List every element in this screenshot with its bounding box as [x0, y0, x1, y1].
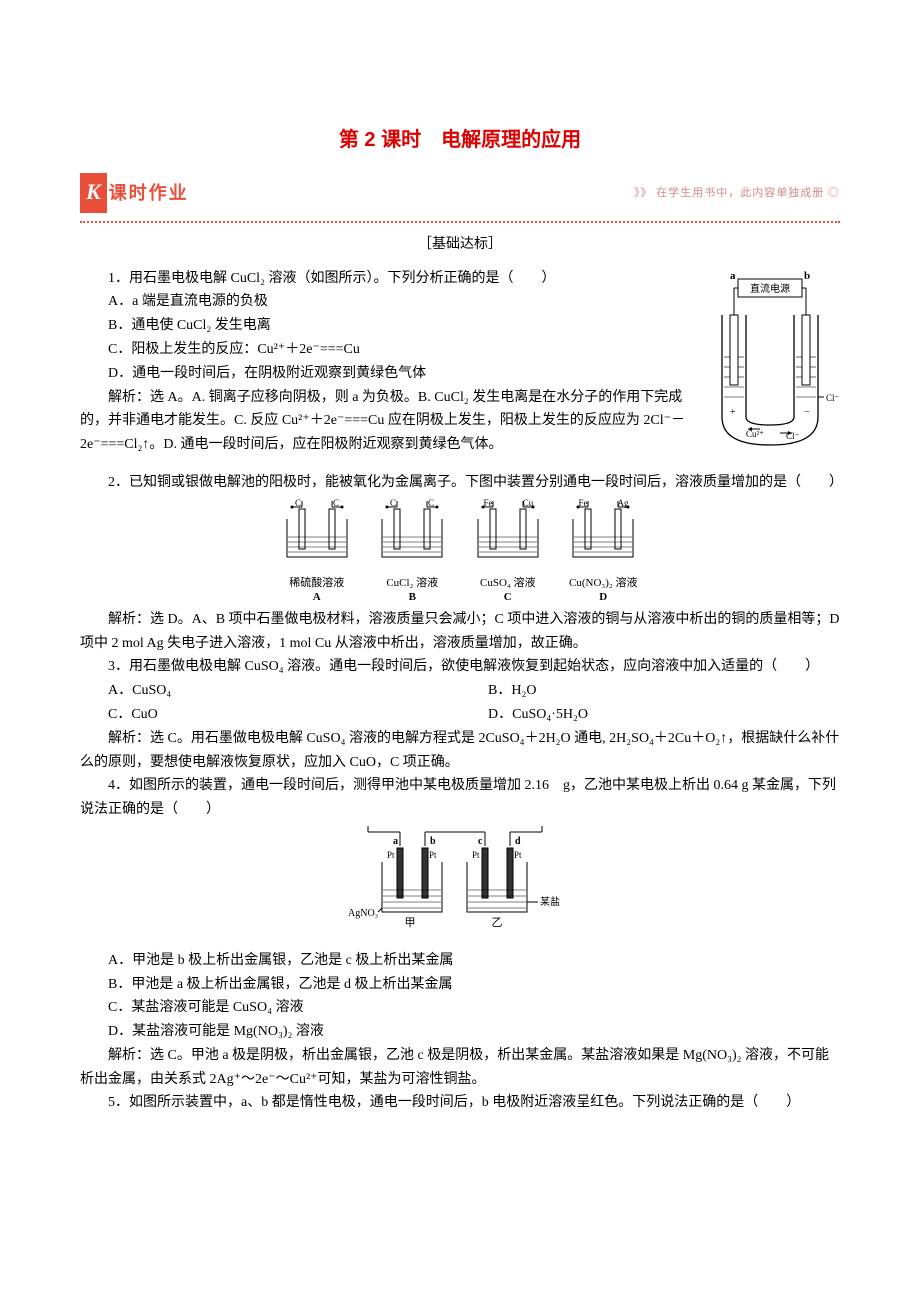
- svg-text:Pt: Pt: [514, 850, 522, 860]
- svg-text:Pt: Pt: [429, 850, 437, 860]
- power-label: 直流电源: [750, 282, 790, 295]
- svg-text:C: C: [390, 499, 396, 508]
- q3-options: A．CuSO₄ C．CuO B．H₂O D．CuSO₄·5H₂O: [80, 679, 840, 727]
- svg-text:−: −: [804, 407, 810, 418]
- svg-text:d: d: [515, 836, 521, 847]
- beaker-d: Fe Ag Cu(NO₃)₂ 溶液 D: [563, 499, 643, 604]
- svg-text:C: C: [295, 499, 301, 508]
- svg-text:C: C: [333, 499, 339, 508]
- terminal-b-label: b: [804, 270, 810, 282]
- q2-diagram-row: C C 稀硫酸溶液 A C C CuCl₂ 溶液: [80, 499, 840, 604]
- beaker-c-sol: CuSO₄ 溶液: [468, 577, 548, 590]
- beaker-a: C C 稀硫酸溶液 A: [277, 499, 357, 604]
- dotted-divider: [80, 221, 840, 223]
- svg-text:乙: 乙: [492, 916, 503, 929]
- q1-diagram: 直流电源 a b: [700, 267, 840, 466]
- svg-text:Fe: Fe: [483, 499, 492, 508]
- k-badge: K: [80, 173, 107, 212]
- svg-text:甲: 甲: [405, 917, 416, 929]
- q2-stem: 2．已知铜或银做电解池的阳极时，能被氧化为金属离子。下图中装置分别通电一段时间后…: [80, 471, 840, 495]
- q3-option-c: C．CuO: [80, 703, 460, 727]
- q3-option-b: B．H₂O: [460, 679, 840, 703]
- q2-explain: 解析：选 D。A、B 项中石墨做电极材料，溶液质量只会减小；C 项中进入溶液的铜…: [80, 608, 840, 656]
- svg-text:AgNO₃: AgNO₃: [348, 908, 378, 919]
- beaker-a-sol: 稀硫酸溶液: [277, 577, 357, 590]
- q4-option-b: B．甲池是 a 极上析出金属银，乙池是 d 极上析出某金属: [80, 973, 840, 997]
- q4-diagram: a b c d Pt Pt Pt Pt AgNO₃ 甲 某盐 乙: [80, 826, 840, 945]
- q4-stem: 4．如图所示的装置，通电一段时间后，测得甲池中某电极质量增加 2.16 g，乙池…: [80, 774, 840, 822]
- svg-text:+: +: [730, 407, 736, 418]
- q4-option-a: A．甲池是 b 极上析出金属银，乙池是 c 极上析出某金属: [80, 949, 840, 973]
- section-header-bar: K 课时作业 》》 在学生用书中，此内容单独成册 ◎: [80, 173, 840, 212]
- svg-text:Pt: Pt: [387, 850, 395, 860]
- terminal-a-label: a: [730, 270, 736, 282]
- svg-text:a: a: [393, 836, 398, 847]
- svg-text:c: c: [478, 836, 483, 847]
- utube-diagram-svg: 直流电源 a b: [700, 267, 840, 457]
- question-5: 5．如图所示装置中，a、b 都是惰性电极，通电一段时间后，b 电极附近溶液呈红色…: [80, 1091, 840, 1115]
- beaker-d-sol: Cu(NO₃)₂ 溶液: [563, 577, 643, 590]
- q4-option-d: D．某盐溶液可能是 Mg(NO₃)₂ 溶液: [80, 1020, 840, 1044]
- q5-stem: 5．如图所示装置中，a、b 都是惰性电极，通电一段时间后，b 电极附近溶液呈红色…: [80, 1091, 840, 1115]
- svg-text:Pt: Pt: [472, 850, 480, 860]
- svg-text:某盐: 某盐: [540, 895, 560, 908]
- q3-option-a: A．CuSO₄: [80, 679, 460, 703]
- beaker-b: C C CuCl₂ 溶液 B: [372, 499, 452, 604]
- beaker-a-tag: A: [277, 591, 357, 604]
- cl-top-label: Cl⁻: [826, 393, 840, 403]
- svg-text:Ag: Ag: [618, 499, 629, 508]
- section-note: 》》 在学生用书中，此内容单独成册 ◎: [634, 184, 840, 203]
- svg-text:b: b: [430, 836, 436, 847]
- q3-stem: 3．用石墨做电极电解 CuSO₄ 溶液。通电一段时间后，欲使电解液恢复到起始状态…: [80, 655, 840, 679]
- svg-text:Fe: Fe: [579, 499, 588, 508]
- question-3: 3．用石墨做电极电解 CuSO₄ 溶液。通电一段时间后，欲使电解液恢复到起始状态…: [80, 655, 840, 774]
- question-4: 4．如图所示的装置，通电一段时间后，测得甲池中某电极质量增加 2.16 g，乙池…: [80, 774, 840, 1091]
- q3-option-d: D．CuSO₄·5H₂O: [460, 703, 840, 727]
- question-1: 直流电源 a b: [80, 267, 840, 472]
- beaker-c: Fe Cu CuSO₄ 溶液 C: [468, 499, 548, 604]
- beaker-b-tag: B: [372, 591, 452, 604]
- svg-text:C: C: [428, 499, 434, 508]
- subsection-label: ［基础达标］: [80, 233, 840, 257]
- beaker-b-sol: CuCl₂ 溶液: [372, 577, 452, 590]
- q3-explain: 解析：选 C。用石墨做电极电解 CuSO₄ 溶液的电解方程式是 2CuSO₄＋2…: [80, 727, 840, 775]
- section-label: 课时作业: [109, 178, 189, 209]
- section-k-badge-group: K 课时作业: [80, 173, 189, 212]
- beaker-d-tag: D: [563, 591, 643, 604]
- svg-text:Cu: Cu: [522, 499, 533, 508]
- cu2-label: Cu²⁺: [746, 429, 764, 439]
- q4-explain: 解析：选 C。甲池 a 极是阴极，析出金属银，乙池 c 极是阴极，析出某金属。某…: [80, 1044, 840, 1092]
- page-title: 第 2 课时 电解原理的应用: [80, 123, 840, 157]
- q4-option-c: C．某盐溶液可能是 CuSO₄ 溶液: [80, 996, 840, 1020]
- beaker-c-tag: C: [468, 591, 548, 604]
- question-2: 2．已知铜或银做电解池的阳极时，能被氧化为金属离子。下图中装置分别通电一段时间后…: [80, 471, 840, 655]
